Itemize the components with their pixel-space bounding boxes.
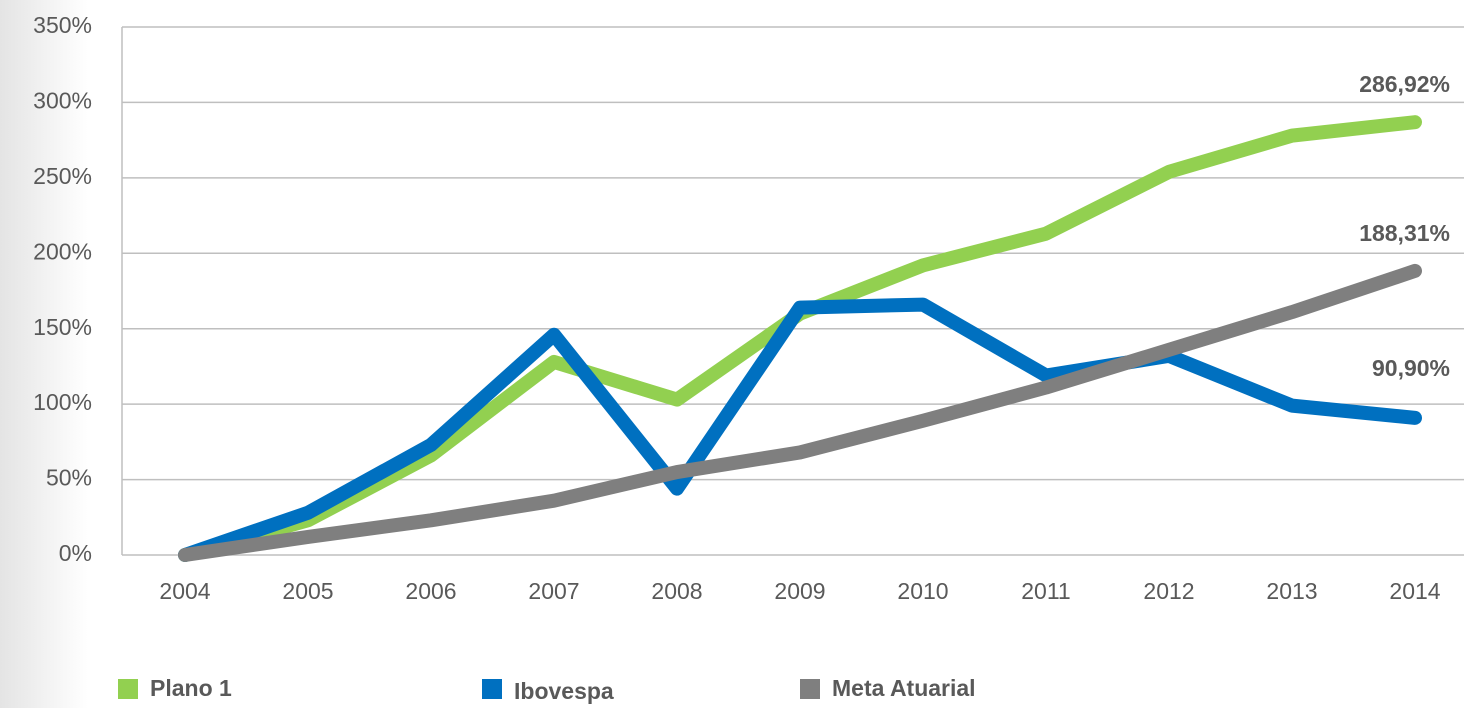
- x-tick-label: 2004: [159, 578, 210, 604]
- series-line: [178, 297, 1422, 562]
- x-tick-label: 2005: [282, 578, 333, 604]
- legend-swatch: [118, 679, 138, 699]
- x-tick-label: 2014: [1389, 578, 1440, 604]
- data-label: 286,92%: [1359, 71, 1450, 97]
- legend-label: Ibovespa: [514, 678, 614, 704]
- x-tick-label: 2007: [528, 578, 579, 604]
- legend-label: Plano 1: [150, 675, 232, 701]
- x-tick-label: 2006: [405, 578, 456, 604]
- x-tick-label: 2008: [651, 578, 702, 604]
- legend-swatch: [800, 679, 820, 699]
- x-tick-label: 2009: [774, 578, 825, 604]
- y-tick-label: 200%: [33, 238, 92, 264]
- x-tick-label: 2010: [897, 578, 948, 604]
- x-tick-label: 2013: [1266, 578, 1317, 604]
- data-label: 90,90%: [1372, 355, 1450, 381]
- data-label: 188,31%: [1359, 220, 1450, 246]
- x-tick-label: 2012: [1143, 578, 1194, 604]
- y-tick-label: 150%: [33, 314, 92, 340]
- y-tick-label: 50%: [46, 465, 92, 491]
- y-tick-label: 300%: [33, 88, 92, 114]
- y-tick-label: 350%: [33, 12, 92, 38]
- series-line: [178, 263, 1422, 562]
- y-tick-label: 100%: [33, 389, 92, 415]
- y-tick-label: 250%: [33, 163, 92, 189]
- legend-label: Meta Atuarial: [832, 675, 976, 701]
- x-tick-label: 2011: [1021, 578, 1070, 604]
- y-tick-label: 0%: [59, 540, 92, 566]
- legend-swatch: [482, 679, 502, 699]
